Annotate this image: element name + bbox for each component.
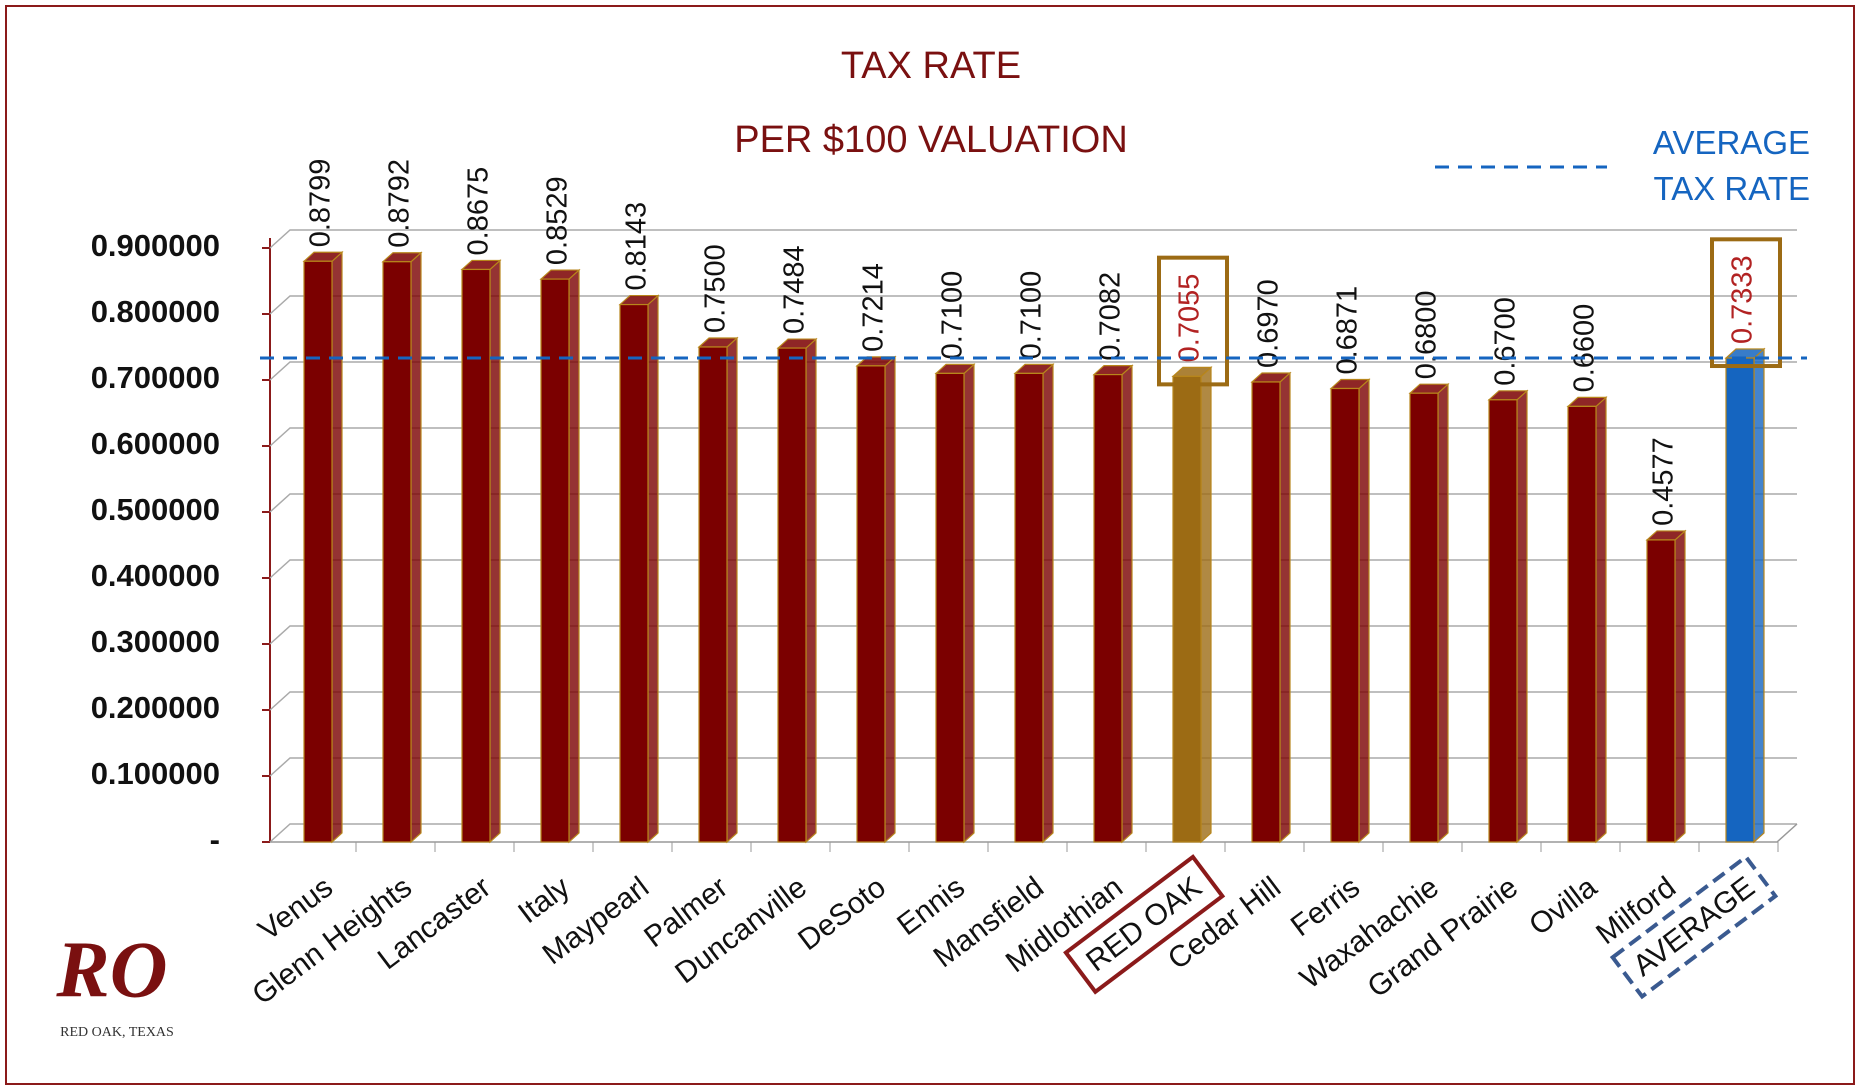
- value-label: 0.6700: [1490, 297, 1522, 386]
- value-label: 0.7100: [937, 271, 969, 360]
- y-tick-label: 0.400000: [91, 558, 220, 593]
- bar: [1172, 375, 1202, 843]
- bar: [1093, 373, 1123, 843]
- bar: [1014, 372, 1044, 843]
- value-label-box: [1157, 255, 1229, 387]
- value-label: 0.6600: [1569, 304, 1601, 393]
- floor: [270, 823, 1798, 843]
- value-label-box: [1710, 237, 1782, 369]
- bar-side: [331, 250, 343, 844]
- value-label: 0.4577: [1648, 437, 1680, 526]
- y-tick-label: 0.800000: [91, 294, 220, 329]
- bar-side: [1279, 371, 1291, 844]
- bar-side: [1200, 366, 1212, 844]
- bar: [1567, 405, 1597, 843]
- bar-side: [1516, 389, 1528, 844]
- y-tick-label: 0.100000: [91, 756, 220, 791]
- value-label: 0.8529: [542, 176, 574, 265]
- value-label: 0.7333: [1727, 255, 1759, 344]
- x-tick-label: Ovilla: [1523, 870, 1603, 942]
- bar: [1646, 539, 1676, 843]
- bar: [1488, 399, 1518, 843]
- bar: [698, 346, 728, 843]
- grid-line: [269, 691, 1797, 711]
- value-label: 0.6871: [1332, 286, 1364, 375]
- bar-side: [1437, 382, 1449, 844]
- bar-side: [884, 355, 896, 844]
- grid-line: [269, 427, 1797, 447]
- value-label: 0.8799: [305, 159, 337, 248]
- bar-side: [489, 259, 501, 844]
- grid-line: [269, 625, 1797, 645]
- value-label: 0.7055: [1174, 274, 1206, 363]
- legend-label: AVERAGE TAX RATE: [1652, 124, 1810, 207]
- value-label: 0.6970: [1253, 279, 1285, 368]
- y-tick-label: 0.300000: [91, 624, 220, 659]
- bar: [382, 261, 412, 843]
- bar: [540, 278, 570, 843]
- value-label: 0.7214: [858, 263, 890, 352]
- value-label: 0.6800: [1411, 290, 1443, 379]
- bar: [619, 303, 649, 843]
- y-tick-label: 0.500000: [91, 492, 220, 527]
- bar-side: [726, 336, 738, 844]
- bar: [777, 347, 807, 843]
- value-label: 0.7082: [1095, 272, 1127, 361]
- bar-side: [1753, 347, 1765, 844]
- bar: [303, 260, 333, 843]
- chart-title: TAX RATE: [841, 45, 1021, 87]
- bar-side: [410, 251, 422, 844]
- bar-side: [647, 294, 659, 844]
- y-tick-label: -: [210, 822, 220, 857]
- y-tick-label: 0.200000: [91, 690, 220, 725]
- bar-side: [1121, 364, 1133, 844]
- category-box: [1063, 854, 1226, 995]
- grid-line: [269, 757, 1797, 777]
- bar-side: [805, 337, 817, 844]
- logo-caption: RED OAK, TEXAS: [60, 1025, 174, 1040]
- y-tick-label: 0.900000: [91, 228, 220, 263]
- bar: [1725, 357, 1755, 843]
- grid-line: [269, 295, 1797, 315]
- bar-side: [568, 268, 580, 844]
- bar: [935, 372, 965, 843]
- chart-subtitle: PER $100 VALUATION: [734, 119, 1128, 161]
- grid-line: [269, 229, 1797, 249]
- grid-line: [269, 823, 1797, 843]
- value-label: 0.7100: [1016, 271, 1048, 360]
- bar: [1330, 387, 1360, 843]
- logo-text: RO: [55, 926, 167, 1014]
- bar: [1409, 392, 1439, 843]
- value-label: 0.7500: [700, 244, 732, 333]
- category-box: [1609, 854, 1779, 1000]
- value-label: 0.7484: [779, 245, 811, 334]
- grid-line: [269, 493, 1797, 513]
- bar: [1251, 381, 1281, 843]
- frame: [5, 5, 1855, 1085]
- bar-side: [1042, 363, 1054, 844]
- bar: [856, 365, 886, 843]
- value-label: 0.8675: [463, 167, 495, 256]
- y-tick-label: 0.700000: [91, 360, 220, 395]
- grid-line: [269, 559, 1797, 579]
- bar-side: [963, 363, 975, 844]
- value-label: 0.8792: [384, 159, 416, 248]
- bar-side: [1595, 396, 1607, 844]
- value-label: 0.8143: [621, 202, 653, 291]
- bar-side: [1358, 378, 1370, 844]
- x-tick-label: DeSoto: [792, 871, 892, 958]
- bar-side: [1674, 529, 1686, 844]
- y-tick-label: 0.600000: [91, 426, 220, 461]
- grid-line: [269, 361, 1797, 381]
- bar: [461, 268, 491, 843]
